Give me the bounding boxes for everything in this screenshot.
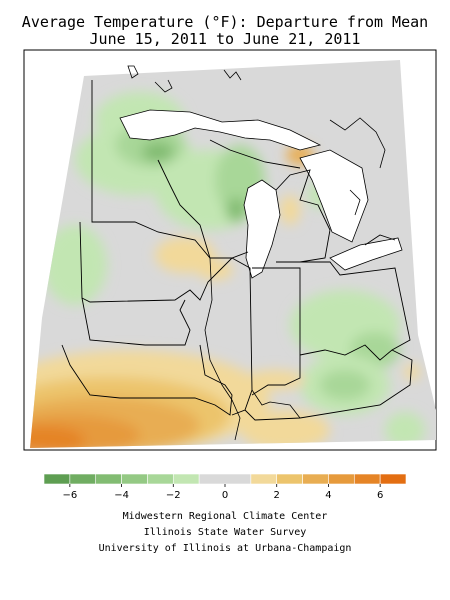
legend-swatch-1 [69,473,97,485]
legend-label-0: −6 [62,490,77,501]
legend-swatches [43,473,407,485]
great-lakes [119,109,403,279]
legend-ticks [69,484,381,487]
lake-michigan [243,179,281,279]
legend-label-5: 4 [325,490,331,501]
map-title-line2: June 15, 2011 to June 21, 2011 [89,30,361,48]
legend-swatch-6 [198,473,252,485]
legend-swatch-12 [379,473,407,485]
legend-swatch-11 [353,473,381,485]
state-boundaries [61,80,413,421]
above-normal-areas [30,145,420,448]
credit-line-1: Midwestern Regional Climate Center [122,511,328,522]
lake-superior [119,109,322,151]
northern-coastline-marks [127,65,396,246]
legend-label-1: −4 [114,490,129,501]
legend-labels: −6 −4 −2 0 2 4 6 [62,490,383,501]
credit-line-3: University of Illinois at Urbana-Champai… [98,543,352,554]
ohio-river [251,389,301,419]
legend-swatch-2 [95,473,122,485]
legend-swatch-10 [328,473,355,485]
legend-label-6: 6 [377,490,383,501]
credit-line-2: Illinois State Water Survey [143,527,307,538]
mississippi-river [204,257,241,441]
legend-swatch-4 [147,473,174,485]
legend-label-3: 0 [222,490,228,501]
below-normal-areas [43,92,425,448]
legend-swatch-7 [250,473,278,485]
lake-erie [329,237,403,271]
legend-swatch-3 [121,473,148,485]
map-title-line1: Average Temperature (°F): Departure from… [21,13,429,31]
lake-huron [299,149,369,243]
legend-swatch-9 [302,473,329,485]
rivers [204,257,301,441]
legend-swatch-8 [276,473,303,485]
legend-label-2: −2 [166,490,181,501]
legend-label-4: 2 [274,490,280,501]
legend-swatch-0 [43,473,71,485]
legend-swatch-5 [172,473,200,485]
